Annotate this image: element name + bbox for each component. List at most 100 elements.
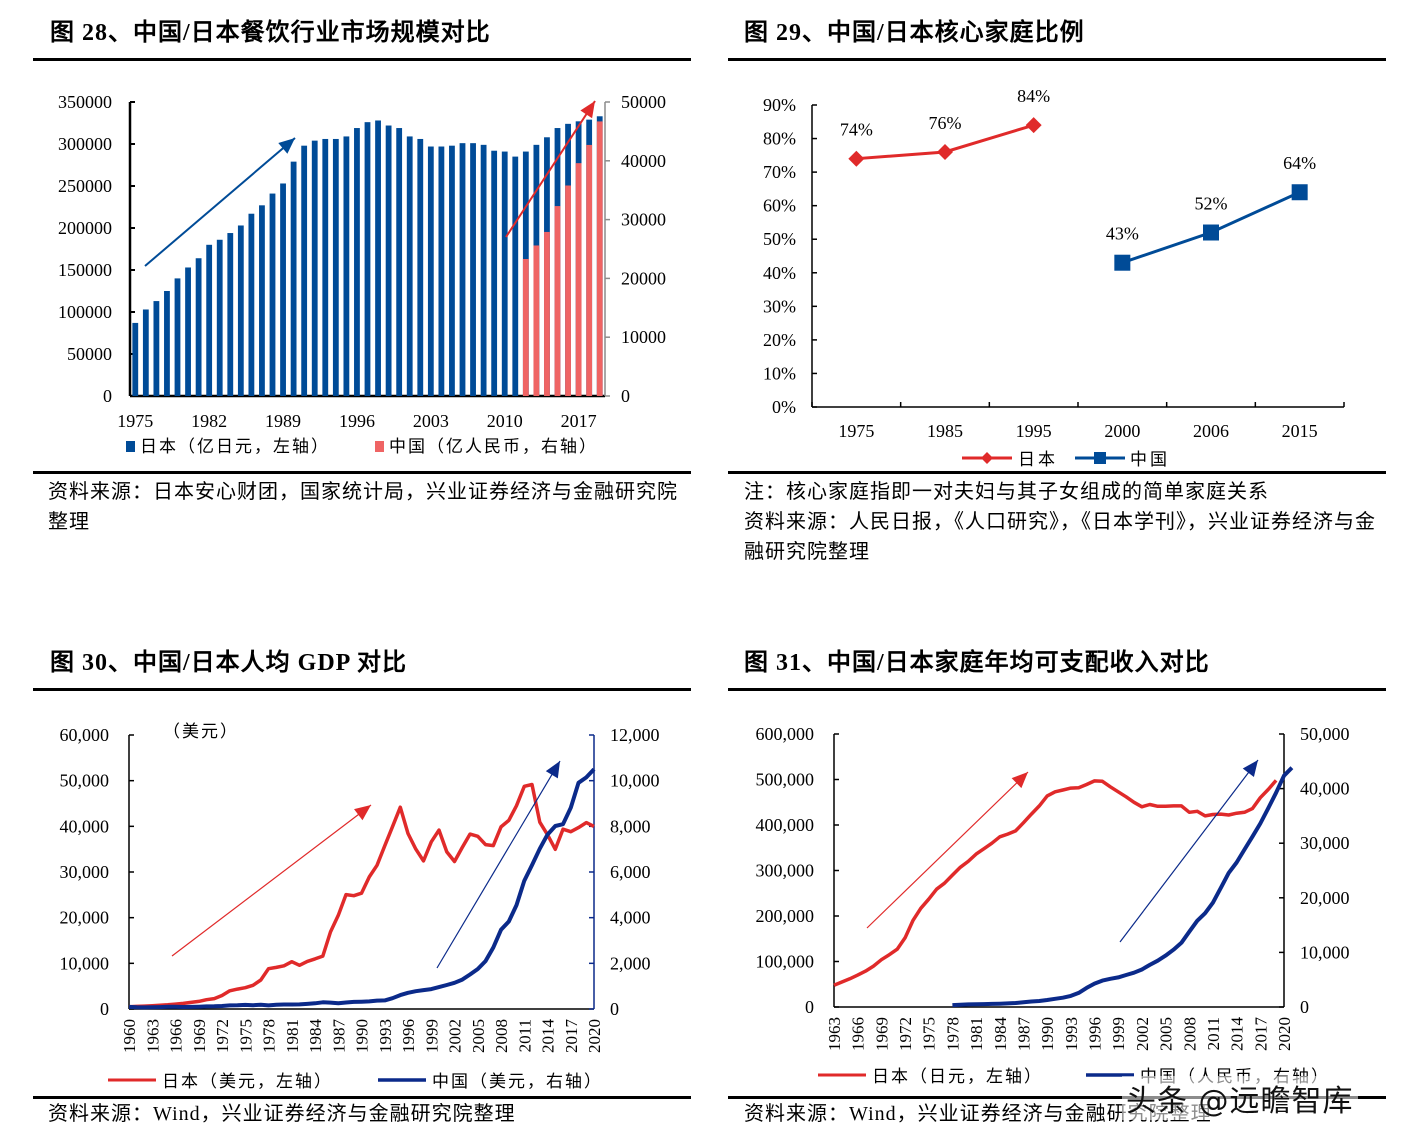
- fig29-chart: 0% 10% 20% 30% 40% 50% 60% 70% 80% 90% 1975 1985 199…: [763, 86, 1345, 469]
- x-tick-label: 1972: [896, 1017, 915, 1051]
- x-tick-label: 2017: [562, 1019, 581, 1054]
- fig28-title: 图 28、中国/日本餐饮行业市场规模对比: [50, 20, 491, 46]
- japan-trend-arrow: [866, 771, 1029, 929]
- fig29-title-rule: [728, 58, 1386, 61]
- china-marker: [1203, 224, 1219, 241]
- legend-label-china: 中国: [1130, 450, 1170, 469]
- right-tick-label: 50000: [621, 92, 666, 112]
- japan-line: [833, 779, 1278, 987]
- left-tick-label: 40,000: [60, 816, 110, 836]
- china-marker: [1114, 254, 1131, 271]
- china-bar: [565, 185, 571, 396]
- japan-bar: [354, 128, 360, 396]
- x-tick-label: 1975: [236, 1019, 255, 1053]
- x-tick-label: 1981: [967, 1017, 986, 1051]
- x-tick-label: 1963: [143, 1019, 162, 1053]
- japan-bar: [501, 151, 508, 396]
- japan-bar: [438, 146, 445, 396]
- japan-marker: [848, 150, 865, 167]
- legend-swatch-japan: [126, 441, 135, 452]
- left-tick-label: 0: [100, 999, 109, 1019]
- x-tick-label: 1969: [872, 1017, 891, 1051]
- x-tick-label: 1999: [422, 1019, 441, 1053]
- japan-marker: [1025, 117, 1042, 134]
- japan-line: [128, 782, 595, 1009]
- left-tick-label: 0: [805, 997, 814, 1017]
- japan-bar: [164, 291, 170, 396]
- japan-bar: [132, 322, 139, 396]
- china-trend-arrow-head: [580, 101, 595, 119]
- japan-bar: [332, 138, 339, 396]
- watermark: 头条 @远瞻智库: [1122, 1076, 1358, 1120]
- japan-bar: [470, 143, 476, 396]
- data-label: 84%: [1017, 86, 1050, 106]
- japan-bar: [142, 309, 149, 396]
- legend-label-japan: 日本（亿日元，左轴）: [140, 437, 330, 456]
- left-tick-label: 300,000: [756, 861, 815, 881]
- x-tick-label: 1960: [120, 1019, 139, 1053]
- x-tick-label: 2017: [1251, 1017, 1270, 1052]
- x-tick-label: 1990: [1038, 1017, 1057, 1051]
- x-tick-label: 1978: [943, 1017, 962, 1051]
- legend-label-japan: 日本（日元，左轴）: [872, 1067, 1043, 1086]
- x-tick-label: 1969: [190, 1019, 209, 1053]
- left-tick-label: 250000: [58, 176, 112, 196]
- fig30-source: 资料来源：Wind，兴业证券经济与金融研究院整理: [48, 1103, 516, 1125]
- left-tick-label: 200000: [58, 218, 112, 238]
- x-tick-label: 1990: [353, 1019, 372, 1053]
- right-tick-label: 12,000: [610, 725, 660, 745]
- fig31-source: 资料来源：Wind，兴业证券经济与金融研究院整理: [744, 1103, 1212, 1125]
- left-tick-label: 600,000: [756, 724, 815, 744]
- japan-trend-arrow: [171, 804, 372, 957]
- x-tick-label: 2002: [1133, 1017, 1152, 1051]
- x-tick-label: 2020: [1275, 1017, 1294, 1051]
- y-tick-label: 90%: [763, 95, 796, 115]
- right-tick-label: 20,000: [1300, 888, 1350, 908]
- x-tick-label: 1975: [838, 421, 874, 441]
- legend-marker-china: [1094, 452, 1106, 464]
- japan-bar: [206, 244, 213, 396]
- x-tick-label: 1982: [191, 411, 227, 431]
- x-tick-label: 1981: [283, 1019, 302, 1053]
- japan-trend-arrow-head: [354, 805, 371, 821]
- right-tick-label: 2,000: [610, 953, 651, 973]
- fig30-source-rule: [33, 1096, 691, 1099]
- japan-bar: [185, 267, 191, 396]
- legend-label-japan: 日本（美元，左轴）: [162, 1072, 333, 1091]
- data-label: 43%: [1106, 224, 1139, 244]
- x-tick-label: 2000: [1104, 421, 1140, 441]
- y-tick-label: 30%: [763, 296, 796, 316]
- right-tick-label: 10000: [621, 327, 666, 347]
- japan-trend-arrow-head: [1011, 772, 1028, 789]
- fig28-chart: 0500001000001500002000002500003000003500…: [58, 92, 666, 456]
- japan-bar: [227, 233, 234, 396]
- japan-marker: [937, 143, 953, 160]
- x-tick-label: 1985: [927, 421, 963, 441]
- y-tick-label: 50%: [763, 229, 796, 249]
- japan-bar: [153, 301, 160, 396]
- x-tick-label: 1995: [1016, 421, 1052, 441]
- japan-bar: [237, 225, 244, 396]
- fig30-title-rule: [33, 688, 691, 691]
- left-tick-label: 10,000: [60, 953, 110, 973]
- x-tick-label: 1984: [991, 1017, 1010, 1052]
- japan-bar: [259, 205, 265, 396]
- x-tick-label: 2015: [1282, 421, 1318, 441]
- right-tick-label: 4,000: [610, 908, 651, 928]
- china-bar: [533, 245, 540, 396]
- japan-bar: [311, 140, 318, 396]
- japan-bar: [417, 138, 424, 396]
- fig31-title-rule: [728, 688, 1386, 691]
- fig31-title: 图 31、中国/日本家庭年均可支配收入对比: [744, 650, 1210, 676]
- china-bar: [544, 231, 550, 396]
- japan-bar: [174, 278, 181, 396]
- right-tick-label: 8,000: [610, 816, 651, 836]
- x-tick-label: 2008: [1180, 1017, 1199, 1051]
- right-tick-label: 40,000: [1300, 779, 1350, 799]
- japan-bar: [491, 150, 498, 396]
- china-trend-arrow: [436, 760, 561, 969]
- japan-bar: [322, 138, 329, 396]
- x-tick-label: 2006: [1193, 421, 1229, 441]
- left-tick-label: 350000: [58, 92, 112, 112]
- x-tick-label: 1966: [167, 1019, 186, 1053]
